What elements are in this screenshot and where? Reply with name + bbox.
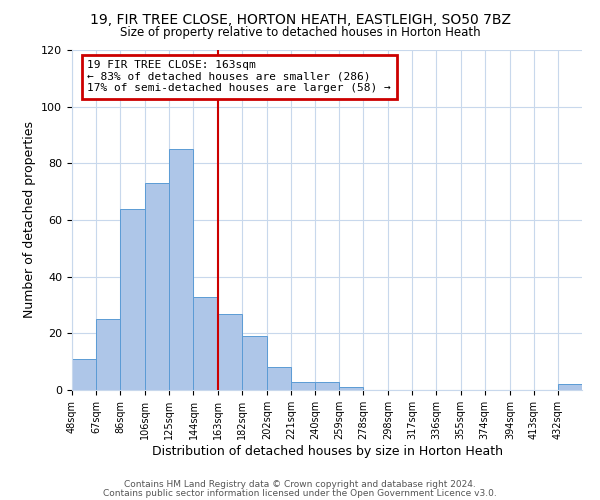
Bar [291,382,315,390]
Text: Contains HM Land Registry data © Crown copyright and database right 2024.: Contains HM Land Registry data © Crown c… [124,480,476,489]
Bar [145,183,169,390]
Bar [267,368,291,390]
Y-axis label: Number of detached properties: Number of detached properties [23,122,35,318]
Text: 19 FIR TREE CLOSE: 163sqm
← 83% of detached houses are smaller (286)
17% of semi: 19 FIR TREE CLOSE: 163sqm ← 83% of detac… [88,60,391,94]
Bar [72,359,96,390]
Bar [193,296,218,390]
Bar [218,314,242,390]
Bar [339,387,363,390]
Bar [558,384,582,390]
Bar [169,149,193,390]
Text: 19, FIR TREE CLOSE, HORTON HEATH, EASTLEIGH, SO50 7BZ: 19, FIR TREE CLOSE, HORTON HEATH, EASTLE… [89,12,511,26]
Text: Size of property relative to detached houses in Horton Heath: Size of property relative to detached ho… [119,26,481,39]
Bar [242,336,267,390]
X-axis label: Distribution of detached houses by size in Horton Heath: Distribution of detached houses by size … [151,444,503,458]
Bar [315,382,339,390]
Text: Contains public sector information licensed under the Open Government Licence v3: Contains public sector information licen… [103,488,497,498]
Bar [120,208,145,390]
Bar [96,319,120,390]
